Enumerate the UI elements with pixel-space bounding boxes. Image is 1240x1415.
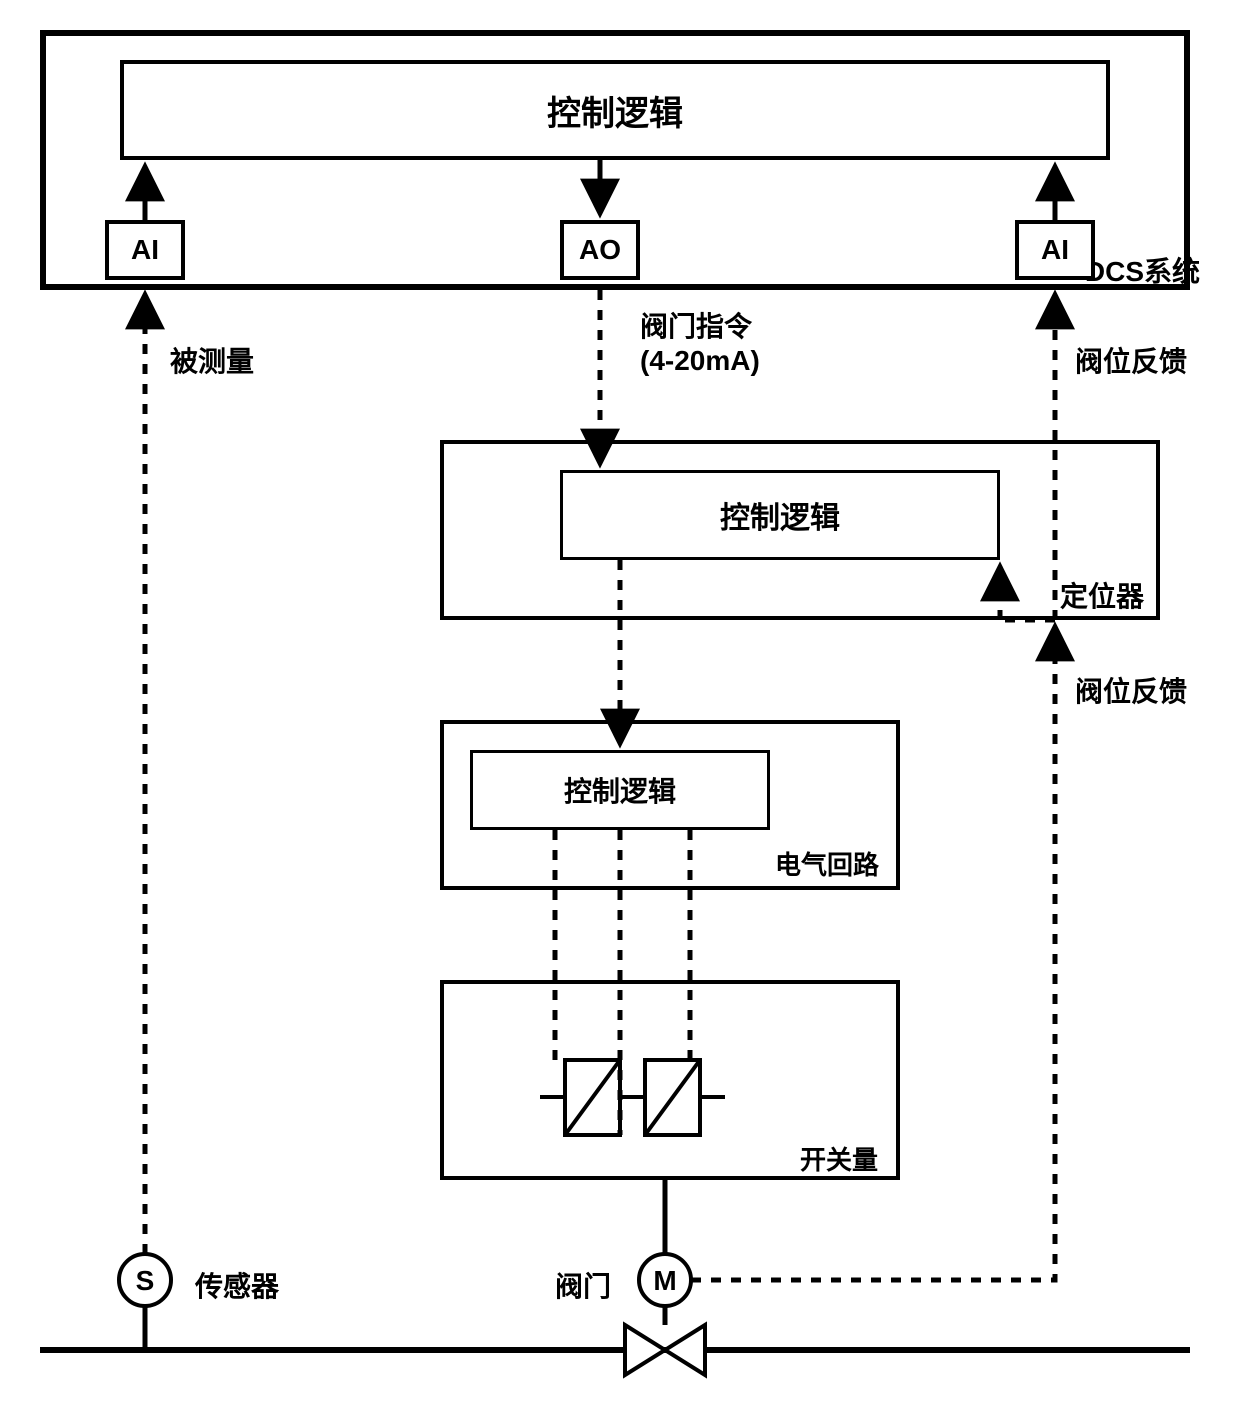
dcs-logic-box: 控制逻辑 xyxy=(120,60,1110,160)
ai-left-box: AI xyxy=(105,220,185,280)
electrical-loop-label: 电气回路 xyxy=(775,845,879,882)
ao-mid-box: AO xyxy=(560,220,640,280)
ai-right-box: AI xyxy=(1015,220,1095,280)
dcs-system-label: DCS系统 xyxy=(1085,250,1200,290)
dcs-logic-text: 控制逻辑 xyxy=(547,86,683,135)
valve-command-label: 阀门指令 (4-20mA) xyxy=(640,310,760,377)
diagram-canvas: DCS系统 控制逻辑 AI AO AI 定位器 控制逻辑 电气回路 控制逻辑 开… xyxy=(0,0,1240,1415)
positioner-logic-text: 控制逻辑 xyxy=(720,493,840,537)
measured-label: 被测量 xyxy=(170,340,254,380)
motor-letter: M xyxy=(653,1265,676,1296)
motor-icon xyxy=(639,1254,691,1306)
relay-label: 开关量 xyxy=(800,1140,878,1177)
valve-icon xyxy=(625,1325,705,1375)
ai-right-text: AI xyxy=(1041,234,1069,266)
positioner-label: 定位器 xyxy=(1060,575,1144,615)
ai-left-text: AI xyxy=(131,234,159,266)
sensor-letter: S xyxy=(136,1265,155,1296)
sensor-icon xyxy=(119,1254,171,1306)
valve-label: 阀门 xyxy=(555,1265,611,1305)
ao-mid-text: AO xyxy=(579,234,621,266)
electrical-logic-text: 控制逻辑 xyxy=(564,770,676,810)
position-feedback-label-2: 阀位反馈 xyxy=(1075,670,1187,710)
position-feedback-label-1: 阀位反馈 xyxy=(1075,340,1187,380)
sensor-label: 传感器 xyxy=(195,1265,279,1305)
electrical-logic-box: 控制逻辑 xyxy=(470,750,770,830)
positioner-logic-box: 控制逻辑 xyxy=(560,470,1000,560)
